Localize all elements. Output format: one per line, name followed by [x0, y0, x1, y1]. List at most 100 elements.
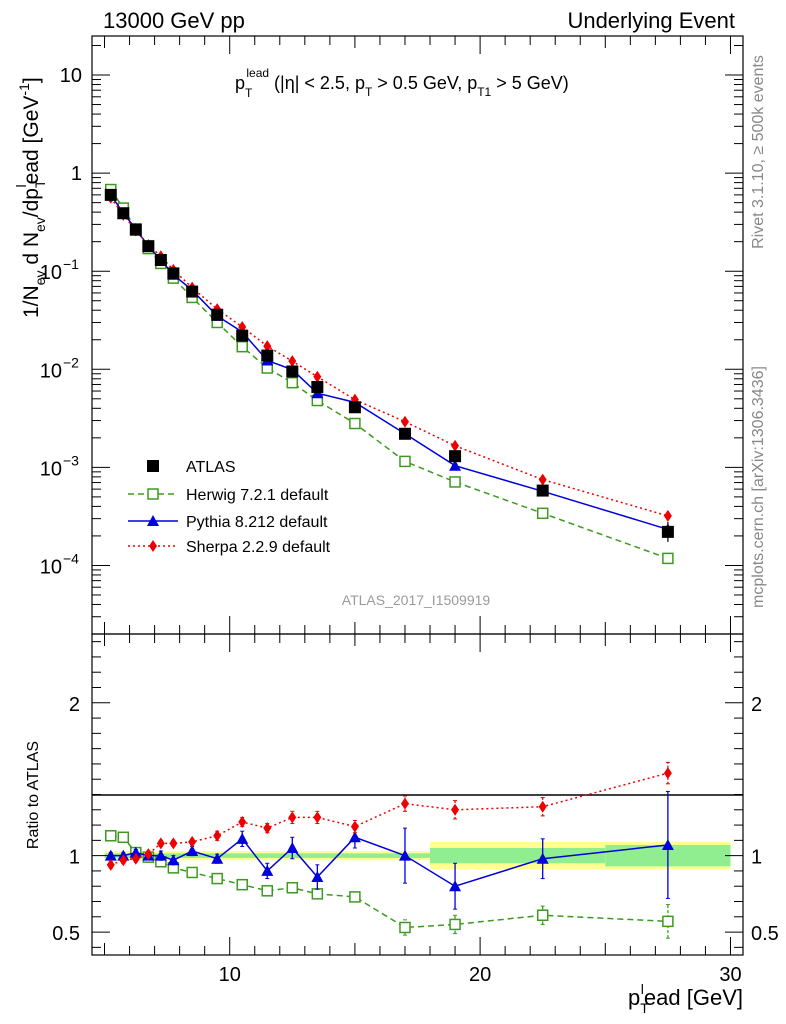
data-point [154, 254, 167, 267]
main-ytick-exponent: −3 [63, 452, 79, 468]
legend-entry: Sherpa 2.2.9 default [128, 539, 331, 556]
legend-label: Pythia 8.212 default [186, 514, 328, 531]
ratio-point [211, 872, 223, 885]
ratio-point [263, 822, 272, 835]
rivet-version-label: Rivet 3.1.10, ≥ 500k events [750, 55, 767, 249]
ratio-point [261, 864, 274, 876]
ratio-point [348, 831, 361, 843]
data-point [236, 340, 248, 353]
ratio-point [131, 852, 140, 865]
data-point [313, 370, 322, 383]
ratio-point [167, 854, 180, 866]
ratio-point [449, 918, 461, 931]
ratio-point [313, 811, 322, 824]
data-point [236, 329, 249, 342]
series-herwig [105, 183, 674, 565]
ratio-point [261, 885, 274, 897]
data-point [451, 439, 460, 452]
main-ylabel: 1/Nev d Nev/dpTlead [GeV-1] [13, 77, 48, 318]
ratio-ytick-label-right: 2 [751, 694, 762, 716]
ratio-point [398, 849, 411, 861]
ratio-point [400, 797, 409, 810]
legend-entry: Herwig 7.2.1 default [128, 487, 329, 504]
ratio-series-sherpa [106, 761, 672, 871]
legend-entry: ATLAS [147, 459, 236, 476]
data-point [142, 240, 155, 253]
main-ytick-label: 1 [71, 163, 82, 185]
data-point [186, 285, 199, 298]
data-point [398, 427, 411, 440]
ratio-point [449, 880, 462, 892]
data-point [348, 401, 361, 414]
legend-marker [147, 515, 159, 526]
main-ytick-exponent: −2 [63, 354, 79, 370]
ratio-band-inner [430, 848, 606, 864]
mcplots-label: mcplots.cern.ch [arXiv:1306.3436] [750, 366, 767, 608]
main-ytick-label: 10 [40, 458, 62, 480]
ratio-point [105, 830, 117, 842]
ratio-series-layer [104, 761, 674, 939]
legend-label: Herwig 7.2.1 default [186, 487, 329, 504]
ratio-point [188, 835, 197, 848]
ratio-point [156, 837, 165, 850]
ratio-point [104, 849, 117, 861]
series-pythia [104, 188, 674, 535]
data-point [261, 349, 274, 362]
legend-label: ATLAS [186, 459, 236, 476]
ratio-point [286, 842, 299, 853]
ratio-point [288, 811, 297, 824]
series-line [110, 194, 669, 531]
main-ytick-exponent: −4 [63, 550, 79, 566]
ratio-point [536, 909, 549, 922]
data-point [263, 340, 272, 353]
main-ytick-label: 10 [40, 556, 62, 578]
ratio-point [661, 838, 674, 850]
ratio-point [536, 852, 549, 864]
ratio-xtick-label: 30 [719, 964, 741, 986]
ratio-point [186, 866, 198, 879]
data-point [536, 507, 549, 520]
ratio-point [169, 837, 178, 850]
ratio-ytick-label-right: 0.5 [751, 923, 779, 945]
ratio-ytick-label: 1 [69, 847, 80, 869]
ratio-point [211, 852, 224, 864]
data-point [399, 455, 411, 468]
ratio-ytick-label: 2 [69, 694, 80, 716]
ratio-point [399, 921, 411, 934]
energy-label: 13000 GeV pp [103, 8, 245, 33]
ratio-ytick-label: 0.5 [52, 923, 80, 945]
legend-marker [147, 488, 159, 500]
main-ytick-label: 10 [40, 262, 62, 284]
process-label: Underlying Event [567, 8, 735, 33]
data-point [286, 376, 299, 389]
data-point [662, 552, 674, 565]
data-point [449, 476, 461, 488]
main-series-layer [104, 183, 674, 565]
ratio-point [349, 891, 361, 903]
ratio-uncertainty-bands [104, 841, 731, 870]
data-point [211, 308, 224, 321]
main-ytick-label: 10 [40, 360, 62, 382]
data-point [536, 484, 549, 497]
legend-marker [149, 540, 157, 552]
ratio-point [350, 820, 359, 833]
ratio-point [451, 803, 460, 816]
ratio-point [286, 881, 299, 894]
ratio-point [236, 832, 249, 844]
analysis-watermark: ATLAS_2017_I1509919 [342, 592, 491, 608]
ratio-point [117, 831, 130, 844]
ratio-panel: 0.5 0.5 1 1 2 2 10 20 30 Ratio to ATLAS pTlead [… [25, 633, 779, 1016]
data-point [311, 380, 324, 393]
ratio-frame [91, 633, 744, 956]
main-ytick-exponent: −1 [63, 256, 79, 272]
data-point [400, 415, 409, 428]
ratio-point [129, 846, 142, 858]
ratio-point [311, 871, 324, 883]
ratio-series-herwig [105, 830, 674, 939]
x-axis-label: pTlead [GeV] [628, 981, 743, 1016]
ratio-point [154, 849, 167, 861]
ratio-point [311, 888, 324, 900]
